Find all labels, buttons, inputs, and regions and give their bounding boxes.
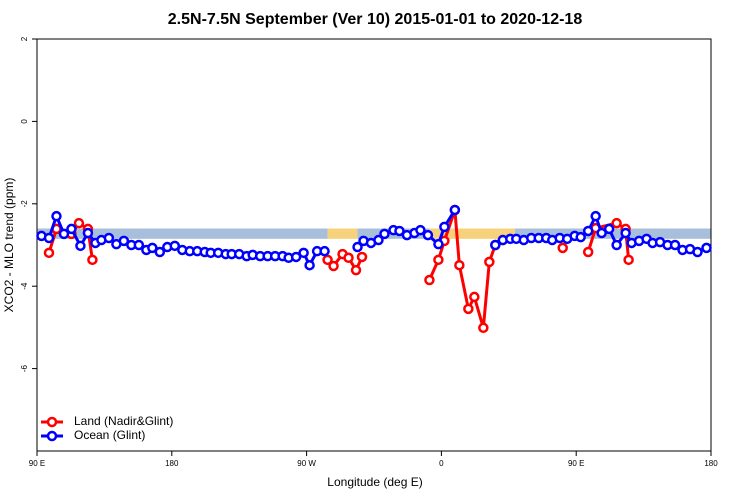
x-tick-label: 0 (439, 459, 444, 468)
data-point (582, 246, 594, 258)
data-point (620, 227, 631, 239)
data-point (43, 247, 55, 259)
data-point (424, 274, 435, 286)
data-point (51, 210, 62, 222)
data-point (575, 231, 586, 243)
y-axis-label: XCO2 - MLO trend (ppm) (2, 178, 16, 313)
data-point (319, 245, 330, 257)
data-point (58, 228, 70, 240)
legend-marker (46, 430, 58, 442)
data-point (415, 224, 426, 236)
x-tick-label: 180 (704, 459, 718, 468)
y-tick-label: -2 (20, 200, 29, 208)
x-tick-label: 180 (165, 459, 179, 468)
data-point (490, 239, 501, 251)
x-tick-label: 90 E (568, 459, 584, 468)
data-point (290, 251, 302, 263)
y-tick-label: -6 (20, 364, 29, 372)
data-point (611, 217, 622, 229)
data-point (463, 303, 474, 315)
data-point (43, 232, 55, 244)
data-point (454, 259, 465, 271)
region-band (429, 228, 515, 239)
data-point (611, 239, 622, 251)
data-point (350, 264, 362, 276)
data-point (422, 229, 434, 241)
data-point (73, 217, 85, 229)
data-point (169, 240, 181, 252)
data-point (484, 256, 495, 268)
legend-label: Ocean (Glint) (74, 428, 145, 442)
data-point (692, 246, 703, 258)
data-point (343, 252, 354, 264)
data-point (298, 247, 309, 259)
data-point (596, 227, 607, 239)
legend-label: Land (Nadir&Glint) (74, 414, 173, 428)
data-point (328, 260, 339, 272)
data-point (701, 242, 712, 254)
x-axis-label: Longitude (deg E) (327, 475, 422, 489)
y-tick-label: 0 (20, 119, 29, 124)
data-point (154, 246, 166, 258)
data-point (379, 228, 390, 240)
x-tick-label: 90 W (297, 459, 316, 468)
chart-title: 2.5N-7.5N September (Ver 10) 2015-01-01 … (168, 11, 583, 28)
data-point (118, 235, 130, 247)
data-point (582, 225, 594, 237)
data-point (133, 239, 145, 251)
data-point (66, 223, 77, 235)
data-point (103, 232, 115, 244)
data-point (356, 251, 368, 263)
data-point (87, 254, 98, 266)
data-point (322, 254, 333, 266)
data-point (449, 204, 461, 216)
region-band (37, 228, 328, 239)
region-band (327, 228, 358, 239)
x-tick-label: 90 E (29, 459, 45, 468)
data-point (433, 254, 444, 266)
data-point (373, 234, 384, 246)
data-point (352, 241, 363, 253)
data-point (75, 240, 86, 252)
data-point (590, 210, 601, 222)
data-point (82, 227, 94, 239)
y-tick-label: 2 (20, 36, 29, 41)
series-line (47, 209, 631, 329)
plot-frame (36, 38, 712, 452)
data-point (669, 239, 681, 251)
data-point (147, 242, 158, 254)
data-point (623, 254, 634, 266)
data-point (433, 238, 444, 250)
data-point (439, 221, 450, 233)
data-point (478, 322, 489, 334)
data-point (394, 225, 405, 237)
data-point (603, 223, 615, 235)
legend-marker (46, 416, 58, 428)
data-point (557, 242, 568, 254)
y-tick-label: -4 (20, 282, 29, 290)
data-point (469, 291, 480, 303)
data-point (304, 259, 315, 271)
